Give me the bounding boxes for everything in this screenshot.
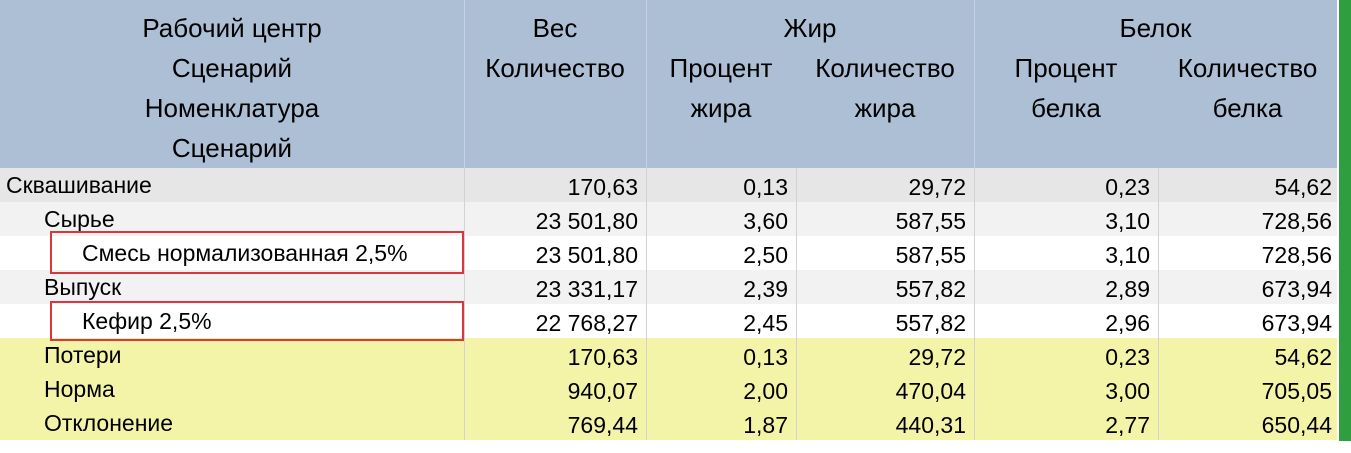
protein-qty-cell: 728,56 [1261,242,1332,268]
fat-percent-cell: 1,87 [743,412,788,438]
header-scenario-2[interactable]: Сценарий [171,133,293,163]
fat-qty-cell: 470,04 [895,378,966,404]
table-row[interactable]: Отклонение 769,44 1,87 440,31 2,77 650,4… [0,406,1337,440]
table-header: Рабочий центр Сценарий Номенклатура Сцен… [0,0,1337,168]
header-fat-qty[interactable]: Количество жира [796,48,974,128]
header-protein-qty-l2: белка [1212,93,1283,123]
highlight-box-kefir [50,301,464,341]
table-row[interactable]: Смесь нормализованная 2,5% 23 501,80 2,5… [0,236,1337,270]
header-work-center[interactable]: Рабочий центр [142,13,322,43]
protein-percent-cell: 2,89 [1105,276,1150,302]
scrollbar[interactable] [1339,0,1351,441]
protein-qty-cell: 673,94 [1261,310,1332,336]
table-row[interactable]: Сквашивание 170,63 0,13 29,72 0,23 54,62 [0,168,1337,202]
protein-percent-cell: 3,10 [1105,242,1150,268]
fat-percent-cell: 0,13 [743,174,788,200]
column-divider [974,168,975,440]
protein-percent-cell: 0,23 [1105,174,1150,200]
header-protein-qty[interactable]: Количество белка [1158,48,1337,128]
header-divider [646,0,647,168]
weight-qty-cell: 769,44 [567,412,638,438]
fat-qty-cell: 557,82 [895,310,966,336]
header-scenario[interactable]: Сценарий [171,53,293,83]
header-fat-group[interactable]: Жир [783,13,837,43]
fat-qty-cell: 29,72 [908,344,966,370]
row-label: Выпуск [44,274,122,300]
table-row[interactable]: Кефир 2,5% 22 768,27 2,45 557,82 2,96 67… [0,304,1337,338]
header-divider [464,0,465,168]
header-fat-percent-l1: Процент [669,53,773,83]
fat-qty-cell: 587,55 [895,242,966,268]
weight-qty-cell: 22 768,27 [535,310,638,336]
header-fat-qty-l2: жира [854,93,916,123]
protein-percent-cell: 2,96 [1105,310,1150,336]
fat-percent-cell: 2,00 [743,378,788,404]
column-divider [796,168,797,440]
header-weight: Вес Количество [464,8,646,88]
header-protein-qty-l1: Количество [1177,53,1318,83]
row-label: Сырье [44,206,115,232]
column-divider [464,168,465,440]
header-weight-qty[interactable]: Количество [485,53,625,83]
row-label: Потери [44,342,122,368]
header-weight-group[interactable]: Вес [532,13,578,43]
fat-percent-cell: 2,45 [743,310,788,336]
highlight-box-mix [50,231,464,274]
header-fat-percent[interactable]: Процент жира [646,48,796,128]
protein-percent-cell: 2,77 [1105,412,1150,438]
fat-percent-cell: 3,60 [743,208,788,234]
protein-qty-cell: 54,62 [1274,174,1332,200]
protein-qty-cell: 54,62 [1274,344,1332,370]
protein-percent-cell: 3,00 [1105,378,1150,404]
header-protein-percent-l2: белка [1031,93,1101,123]
fat-qty-cell: 29,72 [908,174,966,200]
header-divider [974,0,975,168]
fat-percent-cell: 2,50 [743,242,788,268]
header-fat-percent-l2: жира [690,93,752,123]
table-row[interactable]: Потери 170,63 0,13 29,72 0,23 54,62 [0,338,1337,372]
table-row[interactable]: Норма 940,07 2,00 470,04 3,00 705,05 [0,372,1337,406]
header-fat-qty-l1: Количество [815,53,955,83]
protein-percent-cell: 0,23 [1105,344,1150,370]
row-label: Сквашивание [6,172,152,198]
protein-qty-cell: 705,05 [1261,378,1332,404]
fat-percent-cell: 0,13 [743,344,788,370]
row-label: Кефир 2,5% [82,308,212,334]
header-protein-percent[interactable]: Процент белка [974,48,1158,128]
weight-qty-cell: 170,63 [567,174,638,200]
header-row-dimensions: Рабочий центр Сценарий Номенклатура Сцен… [0,8,464,168]
row-label: Отклонение [44,410,174,436]
fat-qty-cell: 587,55 [895,208,966,234]
protein-qty-cell: 673,94 [1261,276,1332,302]
row-label: Норма [44,376,115,402]
fat-qty-cell: 557,82 [895,276,966,302]
column-divider [646,168,647,440]
header-protein-group[interactable]: Белок [1119,13,1192,43]
weight-qty-cell: 170,63 [567,344,638,370]
protein-qty-cell: 728,56 [1261,208,1332,234]
table-row[interactable]: Сырье 23 501,80 3,60 587,55 3,10 728,56 [0,202,1337,236]
weight-qty-cell: 23 331,17 [535,276,638,302]
header-protein-percent-l1: Процент [1014,53,1118,83]
protein-percent-cell: 3,10 [1105,208,1150,234]
fat-qty-cell: 440,31 [895,412,966,438]
weight-qty-cell: 23 501,80 [535,242,638,268]
table-row[interactable]: Выпуск 23 331,17 2,39 557,82 2,89 673,94 [0,270,1337,304]
weight-qty-cell: 23 501,80 [535,208,638,234]
weight-qty-cell: 940,07 [567,378,638,404]
fat-percent-cell: 2,39 [743,276,788,302]
row-label: Смесь нормализованная 2,5% [82,240,408,266]
header-nomenclature[interactable]: Номенклатура [144,93,320,123]
column-divider [1158,168,1159,440]
protein-qty-cell: 650,44 [1261,412,1332,438]
